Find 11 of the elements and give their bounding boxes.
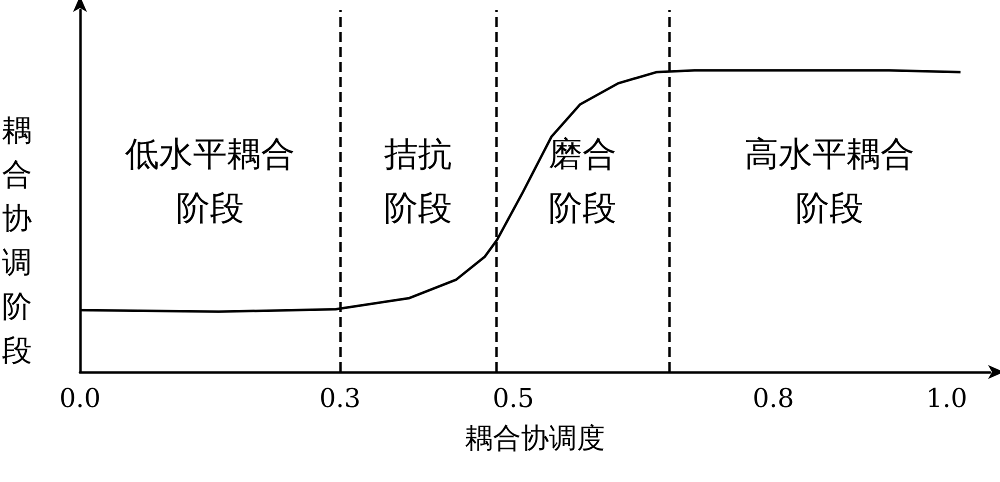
x-tick-label: 1.0	[926, 384, 968, 414]
x-tick-label: 0.8	[752, 384, 794, 414]
annotation: 低水平耦合阶段	[125, 134, 295, 228]
annotation: 拮抗阶段	[384, 134, 452, 228]
y-axis-title: 耦合协调阶段	[2, 114, 32, 368]
x-axis-title: 耦合协调度	[465, 422, 605, 454]
x-tick-label: 0.5	[492, 384, 534, 414]
x-tick-label: 0.3	[319, 384, 361, 414]
annotation: 磨合阶段	[548, 134, 617, 228]
x-tick-label: 0.0	[59, 384, 101, 414]
annotation: 高水平耦合阶段	[744, 134, 915, 228]
